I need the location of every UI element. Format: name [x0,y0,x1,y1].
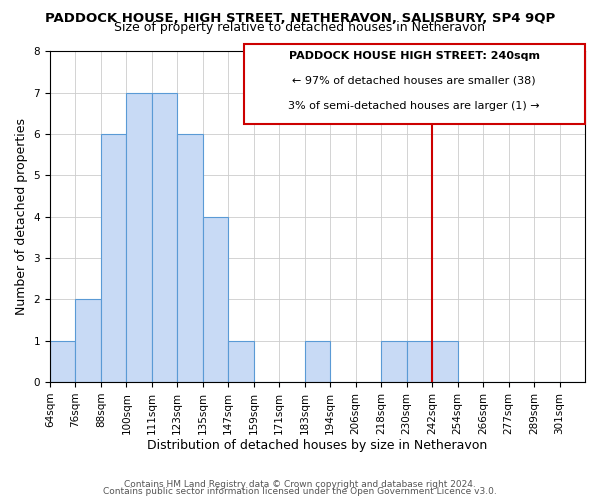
Text: PADDOCK HOUSE, HIGH STREET, NETHERAVON, SALISBURY, SP4 9QP: PADDOCK HOUSE, HIGH STREET, NETHERAVON, … [45,12,555,24]
Bar [76,300,101,382]
Bar [101,134,127,382]
Y-axis label: Number of detached properties: Number of detached properties [15,118,28,315]
Text: PADDOCK HOUSE HIGH STREET: 240sqm: PADDOCK HOUSE HIGH STREET: 240sqm [289,51,540,61]
Bar [50,340,76,382]
Bar [228,340,254,382]
Bar [407,340,432,382]
Bar [203,216,228,382]
Text: Size of property relative to detached houses in Netheravon: Size of property relative to detached ho… [115,22,485,35]
Text: Contains public sector information licensed under the Open Government Licence v3: Contains public sector information licen… [103,488,497,496]
Text: ← 97% of detached houses are smaller (38): ← 97% of detached houses are smaller (38… [292,76,536,86]
Bar [152,92,178,382]
Bar [432,340,458,382]
Bar [305,340,330,382]
Text: 3% of semi-detached houses are larger (1) →: 3% of semi-detached houses are larger (1… [289,101,540,111]
Text: Contains HM Land Registry data © Crown copyright and database right 2024.: Contains HM Land Registry data © Crown c… [124,480,476,489]
Bar [127,92,152,382]
Bar [178,134,203,382]
Bar [381,340,407,382]
FancyBboxPatch shape [244,44,585,124]
X-axis label: Distribution of detached houses by size in Netheravon: Distribution of detached houses by size … [148,440,488,452]
